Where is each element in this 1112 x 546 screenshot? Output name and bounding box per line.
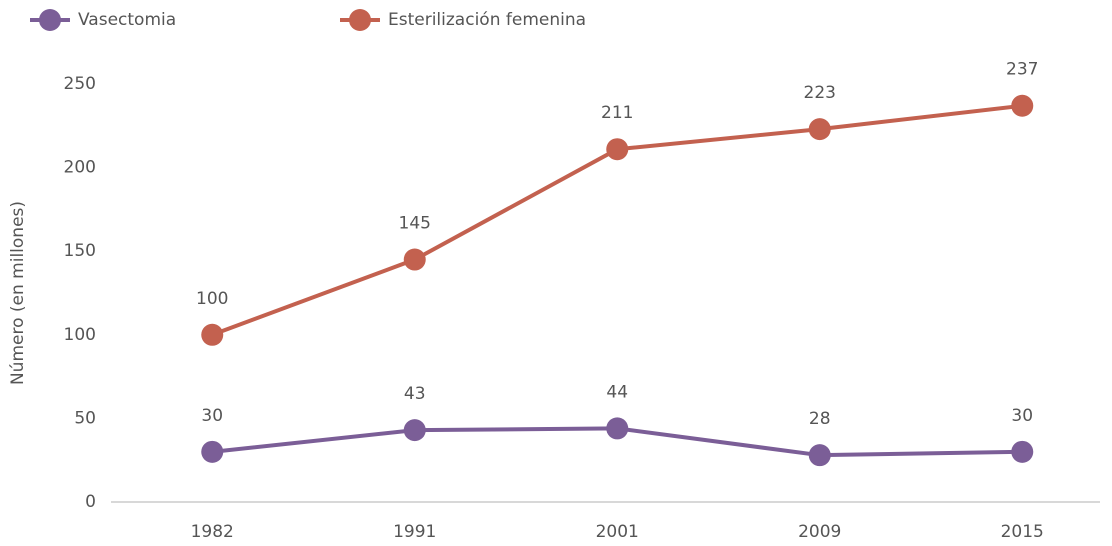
data-label: 30 xyxy=(1011,406,1033,426)
legend-marker xyxy=(349,9,371,31)
legend-label: Esterilización femenina xyxy=(388,10,586,30)
x-tick-label: 2009 xyxy=(798,522,841,542)
data-label: 145 xyxy=(399,214,431,234)
legend-marker xyxy=(39,9,61,31)
data-label: 100 xyxy=(196,289,228,309)
x-tick-label: 2015 xyxy=(1001,522,1044,542)
y-tick-label: 100 xyxy=(64,325,96,345)
data-label: 30 xyxy=(201,406,223,426)
data-label: 237 xyxy=(1006,60,1038,80)
legend-label: Vasectomia xyxy=(78,10,176,30)
data-label: 44 xyxy=(606,382,628,402)
x-tick-label: 2001 xyxy=(596,522,639,542)
y-axis-label: Número (en millones) xyxy=(8,201,28,385)
point xyxy=(606,138,629,161)
x-tick-label: 1991 xyxy=(393,522,436,542)
point xyxy=(201,440,224,463)
y-tick-label: 0 xyxy=(85,492,96,512)
data-label: 43 xyxy=(404,384,426,404)
point xyxy=(1011,440,1034,463)
data-label: 211 xyxy=(601,103,633,123)
point xyxy=(201,323,224,346)
y-tick-label: 200 xyxy=(64,158,96,178)
point xyxy=(808,118,831,141)
x-tick-label: 1982 xyxy=(191,522,234,542)
y-tick-label: 250 xyxy=(64,74,96,94)
point xyxy=(403,248,426,271)
y-tick-label: 150 xyxy=(64,241,96,261)
point xyxy=(808,444,831,467)
point xyxy=(606,417,629,440)
y-tick-label: 50 xyxy=(74,408,96,428)
data-label: 223 xyxy=(804,83,836,103)
point xyxy=(403,419,426,442)
data-label: 28 xyxy=(809,409,831,429)
point xyxy=(1011,94,1034,117)
